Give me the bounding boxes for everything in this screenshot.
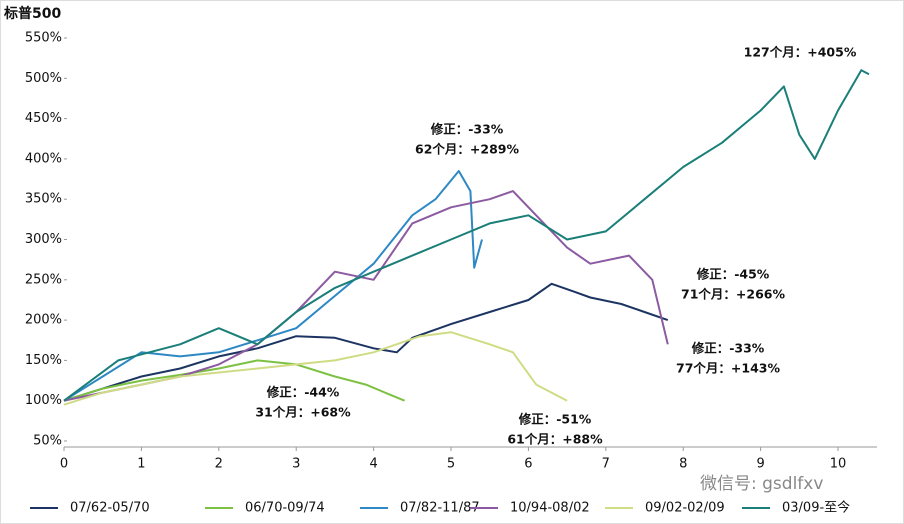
y-tick-label: 300% — [25, 232, 62, 247]
annotation: 修正：-33% — [430, 122, 504, 137]
y-axis-title: 标普500 — [3, 5, 61, 22]
x-tick-label: 8 — [679, 457, 687, 472]
y-tick-label: 100% — [25, 393, 62, 408]
watermark: 微信号: gsdlfxv — [700, 474, 823, 494]
y-tick-label: 50% — [33, 434, 62, 449]
annotation: 77个月：+143% — [676, 361, 780, 376]
series-line — [63, 282, 669, 402]
legend-label: 10/94-08/02 — [510, 501, 590, 516]
series-line — [63, 331, 568, 406]
x-tick-label: 3 — [292, 457, 300, 472]
y-tick-label: 450% — [25, 111, 62, 126]
y-tick-label: 550% — [25, 31, 62, 46]
y-tick-label: 500% — [25, 71, 62, 86]
y-tick-label: 400% — [25, 151, 62, 166]
annotation: 修正：-45% — [696, 267, 770, 282]
y-tick-label: 350% — [25, 192, 62, 207]
legend-label: 07/82-11/87 — [400, 501, 480, 516]
annotation: 62个月：+289% — [415, 142, 519, 157]
legend-label: 07/62-05/70 — [70, 501, 150, 516]
annotation: 61个月：+88% — [507, 432, 603, 447]
legend-label: 06/70-09/74 — [245, 501, 325, 516]
x-tick-label: 10 — [830, 457, 847, 472]
annotation: 修正：-33% — [691, 341, 765, 356]
annotation: 127个月：+405% — [744, 45, 857, 60]
annotation: 修正：-51% — [518, 412, 592, 427]
x-tick-label: 6 — [524, 457, 532, 472]
legend-label: 09/02-02/09 — [645, 501, 725, 516]
series-line — [63, 359, 405, 402]
y-tick-label: 250% — [25, 272, 62, 287]
x-tick-label: 7 — [602, 457, 610, 472]
x-tick-label: 5 — [447, 457, 455, 472]
annotation: 71个月：+266% — [681, 287, 785, 302]
legend-label: 03/09-至今 — [782, 500, 850, 516]
series-line — [63, 170, 483, 402]
y-tick-label: 200% — [25, 313, 62, 328]
series-line — [63, 69, 870, 402]
series-line — [63, 190, 669, 402]
x-tick-label: 9 — [756, 457, 764, 472]
x-tick-label: 1 — [137, 457, 145, 472]
x-tick-label: 0 — [60, 457, 68, 472]
x-tick-label: 4 — [369, 457, 377, 472]
annotation: 31个月：+68% — [255, 405, 351, 420]
x-tick-label: 2 — [215, 457, 223, 472]
annotation: 修正：-44% — [266, 385, 340, 400]
y-tick-label: 150% — [25, 353, 62, 368]
